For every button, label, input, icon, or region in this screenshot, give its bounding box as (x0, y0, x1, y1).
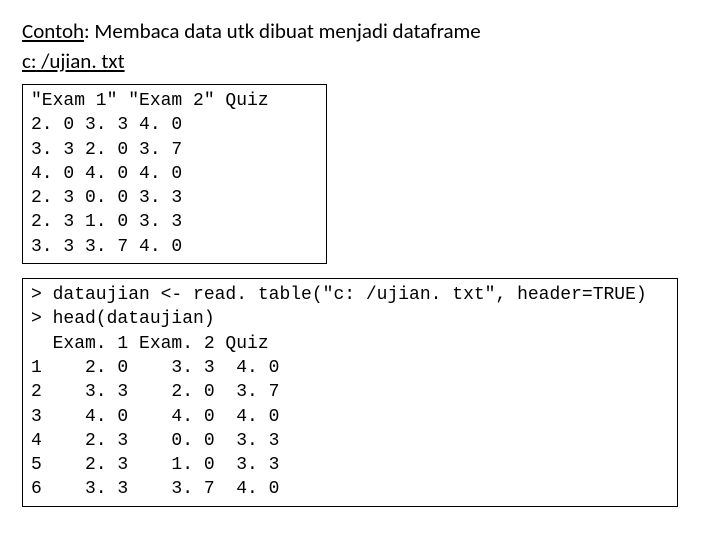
file-path-subtitle: c: /ujian. txt (22, 48, 698, 74)
file-content-box: "Exam 1" "Exam 2" Quiz 2. 0 3. 3 4. 0 3.… (22, 84, 327, 264)
page-title: Contoh: Membaca data utk dibuat menjadi … (22, 18, 698, 44)
console-line: 5 2. 3 1. 0 3. 3 (31, 455, 279, 475)
console-line: 3 4. 0 4. 0 4. 0 (31, 407, 279, 427)
console-line: 4 2. 3 0. 0 3. 3 (31, 431, 279, 451)
title-rest: : Membaca data utk dibuat menjadi datafr… (84, 18, 481, 44)
title-prefix: Contoh (22, 18, 84, 44)
console-line: Exam. 1 Exam. 2 Quiz (31, 334, 269, 354)
console-output-box: > dataujian <- read. table("c: /ujian. t… (22, 278, 678, 507)
file-row: 3. 3 2. 0 3. 7 (31, 140, 182, 160)
file-row: 2. 3 1. 0 3. 3 (31, 212, 182, 232)
console-line: 2 3. 3 2. 0 3. 7 (31, 382, 279, 402)
file-row: 3. 3 3. 7 4. 0 (31, 237, 182, 257)
file-row: 2. 0 3. 3 4. 0 (31, 115, 182, 135)
console-line: 1 2. 0 3. 3 4. 0 (31, 358, 279, 378)
console-line: 6 3. 3 3. 7 4. 0 (31, 479, 279, 499)
console-line: > dataujian <- read. table("c: /ujian. t… (31, 285, 647, 305)
file-row: 2. 3 0. 0 3. 3 (31, 188, 182, 208)
file-row: 4. 0 4. 0 4. 0 (31, 164, 182, 184)
file-header-line: "Exam 1" "Exam 2" Quiz (31, 91, 269, 111)
console-line: > head(dataujian) (31, 309, 215, 329)
